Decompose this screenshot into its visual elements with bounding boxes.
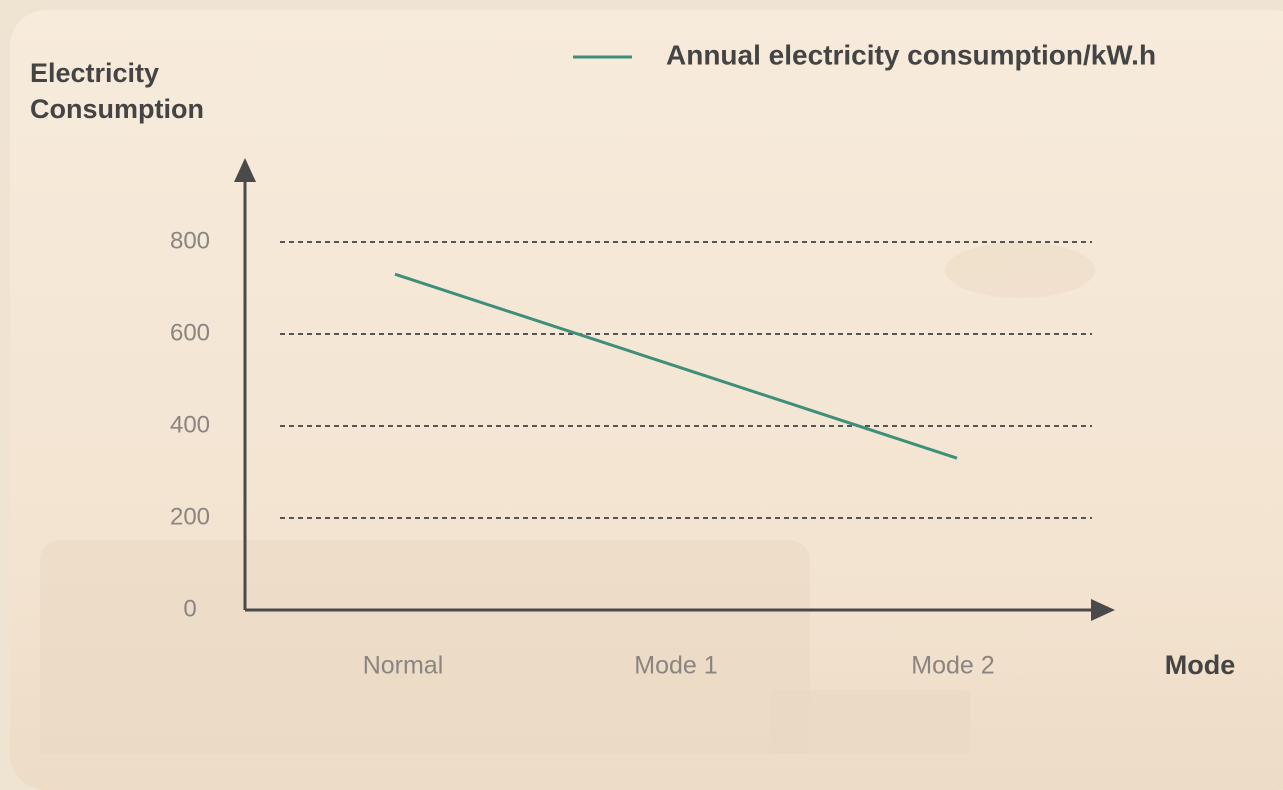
y-axis-label: Electricity Consumption: [30, 58, 204, 124]
decor-lamp: [945, 242, 1095, 298]
decor-sofa: [40, 540, 810, 754]
x-tick-label: Normal: [363, 652, 444, 680]
y-tick-label: 0: [183, 595, 196, 622]
decor-box: [770, 690, 970, 754]
y-tick-label: 400: [170, 411, 210, 438]
page: Mode 0 200 400 600 800 Normal Mode 1 Mode 2 Annu…: [10, 10, 1283, 790]
y-tick-label: 200: [170, 503, 210, 530]
y-tick-label: 600: [170, 319, 210, 346]
x-tick-label: Mode 2: [911, 652, 994, 680]
chart: Mode 0 200 400 600 800 Normal Mode 1 Mode 2 Annu…: [40, 39, 1236, 754]
data-line: [394, 272, 958, 460]
y-axis-arrow: [234, 158, 256, 182]
x-axis-label: Mode: [1165, 650, 1236, 680]
y-tick-label: 800: [170, 227, 210, 254]
x-tick-label: Mode 1: [634, 652, 717, 680]
x-axis-arrow: [1091, 599, 1115, 621]
legend-label: Annual electricity consumption/kW.h: [666, 39, 1156, 70]
